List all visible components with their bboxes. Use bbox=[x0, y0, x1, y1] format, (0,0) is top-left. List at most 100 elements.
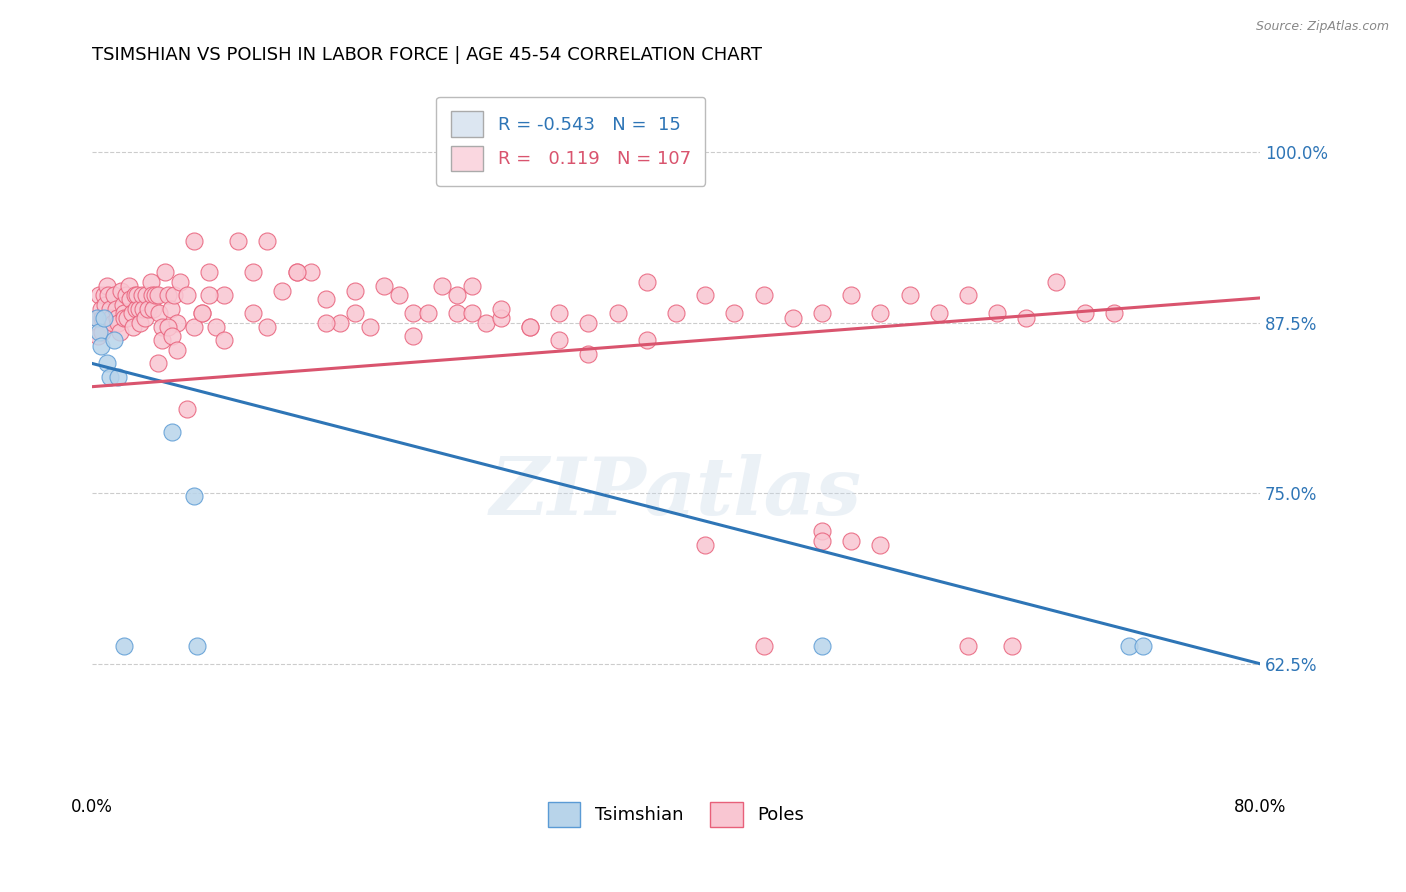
Point bbox=[578, 347, 600, 361]
Point bbox=[166, 316, 188, 330]
Point bbox=[131, 288, 153, 302]
Point bbox=[752, 288, 775, 302]
Text: TSIMSHIAN VS POLISH IN LABOR FORCE | AGE 45-54 CORRELATION CHART: TSIMSHIAN VS POLISH IN LABOR FORCE | AGE… bbox=[93, 46, 762, 64]
Point bbox=[93, 288, 115, 302]
Point bbox=[141, 288, 163, 302]
Point bbox=[87, 329, 110, 343]
Point bbox=[1001, 639, 1024, 653]
Point bbox=[101, 316, 124, 330]
Point bbox=[160, 301, 183, 316]
Point bbox=[89, 288, 111, 302]
Point bbox=[148, 306, 170, 320]
Point bbox=[695, 288, 717, 302]
Point bbox=[839, 533, 862, 548]
Point bbox=[315, 293, 337, 307]
Point bbox=[135, 288, 157, 302]
Point bbox=[343, 306, 366, 320]
Point bbox=[811, 639, 834, 653]
Point bbox=[112, 311, 135, 326]
Point bbox=[162, 329, 184, 343]
Point bbox=[606, 306, 628, 320]
Point bbox=[86, 311, 108, 326]
Point bbox=[186, 639, 208, 653]
Point bbox=[212, 288, 235, 302]
Point bbox=[811, 533, 834, 548]
Point bbox=[142, 301, 165, 316]
Point bbox=[205, 319, 228, 334]
Point bbox=[190, 306, 212, 320]
Point bbox=[183, 319, 205, 334]
Point bbox=[111, 298, 134, 312]
Point bbox=[153, 265, 176, 279]
Point bbox=[1102, 306, 1125, 320]
Point bbox=[212, 333, 235, 347]
Point bbox=[183, 234, 205, 248]
Point bbox=[1015, 311, 1038, 326]
Point bbox=[124, 288, 146, 302]
Point bbox=[811, 524, 834, 539]
Point bbox=[578, 316, 600, 330]
Point bbox=[132, 301, 155, 316]
Point bbox=[143, 288, 166, 302]
Point bbox=[402, 306, 425, 320]
Point bbox=[548, 333, 571, 347]
Point bbox=[548, 306, 571, 320]
Point bbox=[695, 538, 717, 552]
Point bbox=[446, 288, 468, 302]
Point bbox=[128, 301, 150, 316]
Point bbox=[285, 265, 308, 279]
Point bbox=[103, 288, 125, 302]
Point bbox=[432, 278, 454, 293]
Point bbox=[519, 319, 541, 334]
Point bbox=[112, 639, 135, 653]
Point bbox=[198, 288, 221, 302]
Point bbox=[343, 284, 366, 298]
Point bbox=[256, 319, 278, 334]
Point bbox=[93, 311, 115, 326]
Point bbox=[162, 425, 184, 439]
Point bbox=[869, 306, 891, 320]
Point bbox=[120, 293, 142, 307]
Point bbox=[460, 306, 482, 320]
Point bbox=[329, 316, 352, 330]
Point bbox=[752, 639, 775, 653]
Point bbox=[98, 370, 121, 384]
Point bbox=[96, 278, 118, 293]
Point bbox=[956, 639, 979, 653]
Point bbox=[157, 288, 180, 302]
Point bbox=[166, 343, 188, 357]
Point bbox=[115, 311, 138, 326]
Point bbox=[190, 306, 212, 320]
Point bbox=[103, 333, 125, 347]
Point bbox=[183, 489, 205, 503]
Point bbox=[723, 306, 745, 320]
Point bbox=[98, 301, 121, 316]
Point bbox=[299, 265, 322, 279]
Point bbox=[315, 316, 337, 330]
Point bbox=[91, 311, 114, 326]
Point bbox=[1132, 639, 1154, 653]
Point bbox=[122, 319, 145, 334]
Text: Source: ZipAtlas.com: Source: ZipAtlas.com bbox=[1256, 20, 1389, 33]
Point bbox=[869, 538, 891, 552]
Point bbox=[104, 301, 127, 316]
Point bbox=[108, 325, 131, 339]
Point bbox=[956, 288, 979, 302]
Point bbox=[1073, 306, 1095, 320]
Point bbox=[150, 319, 173, 334]
Point bbox=[402, 329, 425, 343]
Text: ZIPatlas: ZIPatlas bbox=[489, 454, 862, 531]
Point bbox=[416, 306, 439, 320]
Point bbox=[898, 288, 921, 302]
Point bbox=[107, 316, 129, 330]
Point bbox=[146, 288, 169, 302]
Legend: Tsimshian, Poles: Tsimshian, Poles bbox=[541, 795, 811, 835]
Point bbox=[134, 311, 156, 326]
Point bbox=[242, 265, 264, 279]
Point bbox=[489, 301, 512, 316]
Point bbox=[446, 306, 468, 320]
Point bbox=[256, 234, 278, 248]
Point bbox=[110, 284, 132, 298]
Point bbox=[86, 311, 108, 326]
Point bbox=[519, 319, 541, 334]
